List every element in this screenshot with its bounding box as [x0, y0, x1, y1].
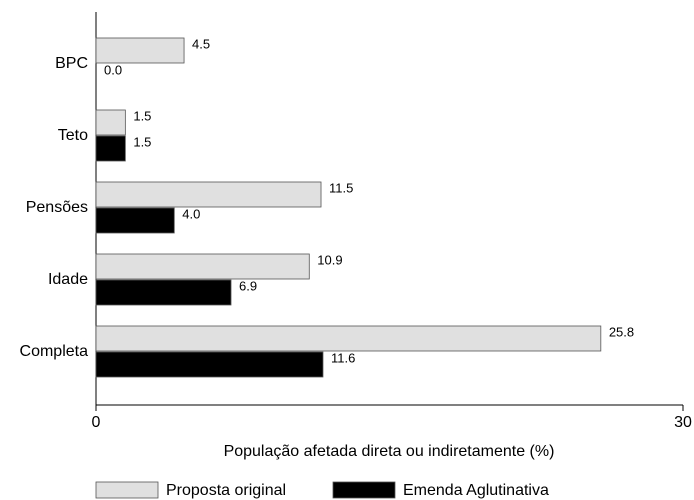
- bar-value-label: 1.5: [133, 108, 151, 123]
- bar: [95, 181, 322, 208]
- bar: [95, 37, 185, 64]
- legend-swatch: [95, 481, 159, 499]
- bar-value-label: 0.0: [104, 62, 122, 77]
- bar-value-label: 4.5: [192, 36, 210, 51]
- bar-value-label: 6.9: [239, 278, 257, 293]
- bar-value-label: 4.0: [182, 206, 200, 221]
- bar: [95, 135, 126, 162]
- bar: [95, 253, 310, 280]
- x-tick-label: 0: [92, 414, 101, 431]
- bar-value-label: 25.8: [609, 324, 634, 339]
- bar-value-label: 10.9: [317, 252, 342, 267]
- y-tick-label: Teto: [58, 127, 88, 144]
- bar-value-label: 1.5: [133, 134, 151, 149]
- legend-label: Proposta original: [166, 482, 286, 499]
- bar: [95, 351, 324, 378]
- legend-swatch: [332, 481, 396, 499]
- bar-value-label: 11.5: [329, 180, 353, 195]
- x-tick-label: 30: [674, 414, 692, 431]
- y-tick-label: Pensões: [26, 199, 88, 216]
- y-tick-label: Idade: [48, 271, 88, 288]
- x-axis-title: População afetada direta ou indiretament…: [224, 443, 555, 460]
- legend-label: Emenda Aglutinativa: [403, 482, 549, 499]
- bar: [95, 109, 126, 136]
- bar: [95, 325, 602, 352]
- bar: [95, 207, 175, 234]
- y-tick-label: BPC: [55, 55, 88, 72]
- bar-value-label: 11.6: [331, 350, 355, 365]
- y-tick-label: Completa: [20, 343, 89, 360]
- bar: [95, 279, 232, 306]
